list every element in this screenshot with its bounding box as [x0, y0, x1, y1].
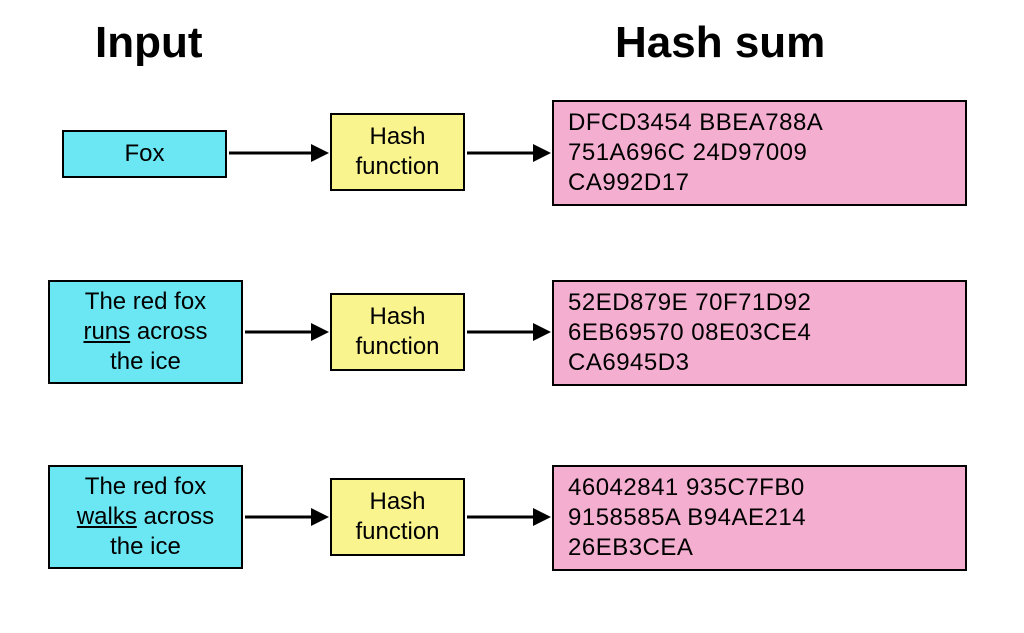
input-box-2-underline: walks	[77, 503, 137, 530]
input-box-1-text: The red foxruns acrossthe ice	[83, 287, 207, 377]
output-box-2: 46042841 935C7FB09158585A B94AE21426EB3C…	[552, 465, 967, 571]
output-box-0: DFCD3454 BBEA788A751A696C 24D97009CA992D…	[552, 100, 967, 206]
arrow-0-1	[467, 143, 552, 163]
arrow-2-0	[245, 507, 330, 527]
output-box-0-text: DFCD3454 BBEA788A751A696C 24D97009CA992D…	[568, 108, 823, 198]
output-box-1: 52ED879E 70F71D926EB69570 08E03CE4CA6945…	[552, 280, 967, 386]
output-box-1-text: 52ED879E 70F71D926EB69570 08E03CE4CA6945…	[568, 288, 811, 378]
input-box-0-text: Fox	[124, 139, 164, 169]
function-box-1-text: Hashfunction	[355, 302, 439, 362]
heading-input: Input	[95, 18, 203, 68]
input-box-1-underline: runs	[83, 318, 130, 345]
function-box-0: Hashfunction	[330, 113, 465, 191]
function-box-0-text: Hashfunction	[355, 122, 439, 182]
input-box-0: Fox	[62, 130, 227, 178]
input-box-1: The red foxruns acrossthe ice	[48, 280, 243, 384]
function-box-2: Hashfunction	[330, 478, 465, 556]
function-box-1: Hashfunction	[330, 293, 465, 371]
input-box-2: The red foxwalks acrossthe ice	[48, 465, 243, 569]
arrow-1-0	[245, 322, 330, 342]
arrow-1-1	[467, 322, 552, 342]
input-box-2-text: The red foxwalks acrossthe ice	[77, 472, 214, 562]
heading-output: Hash sum	[615, 18, 825, 68]
arrow-2-1	[467, 507, 552, 527]
function-box-2-text: Hashfunction	[355, 487, 439, 547]
output-box-2-text: 46042841 935C7FB09158585A B94AE21426EB3C…	[568, 473, 806, 563]
arrow-0-0	[229, 143, 330, 163]
